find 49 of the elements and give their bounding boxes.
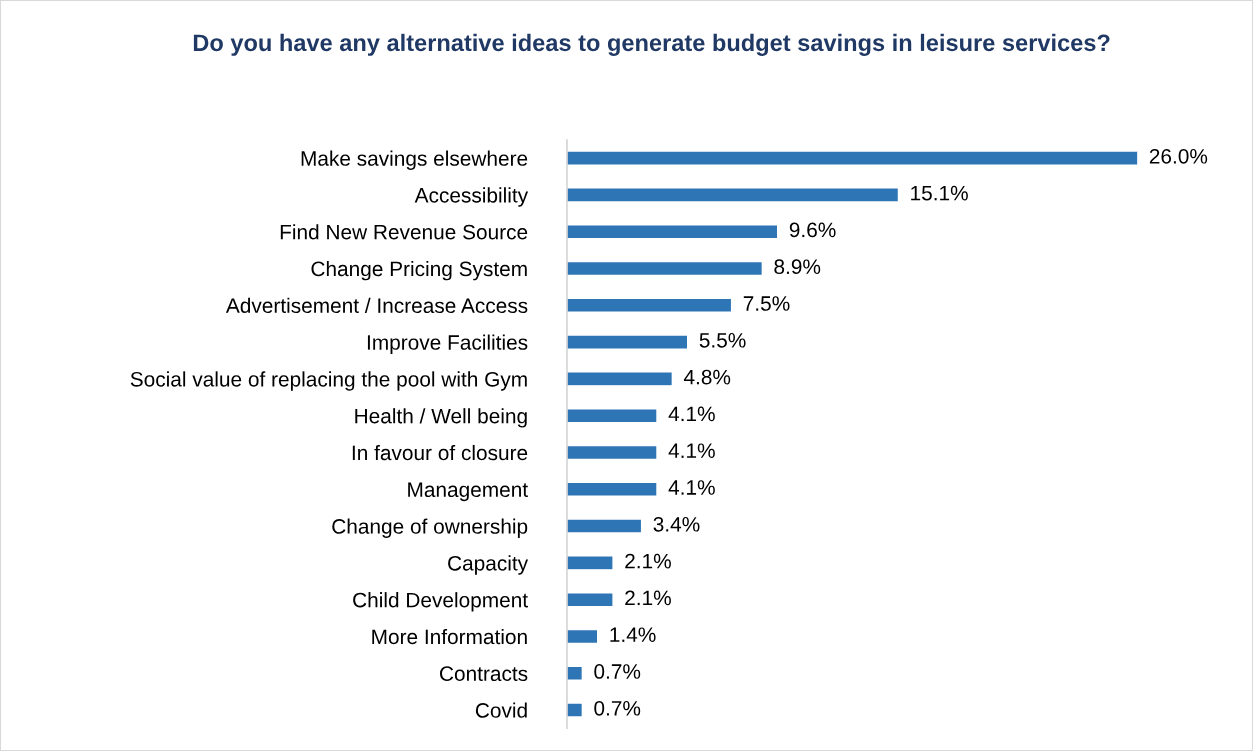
data-label: 7.5%: [743, 296, 790, 311]
y-tick-label: Improve Facilities: [367, 334, 528, 354]
y-tick-label: Covid: [475, 702, 527, 718]
data-label: 2.1%: [625, 590, 671, 606]
data-label: 0.7%: [594, 664, 641, 679]
data-label: 2.1%: [625, 553, 671, 569]
data-label: 8.9%: [774, 259, 821, 275]
bar: [566, 628, 599, 645]
data-label: 0.7%: [594, 700, 641, 716]
y-tick-label: Capacity: [448, 555, 529, 575]
chart-title: Do you have any alternative ideas to generate budget savings in leisure services?: [193, 33, 1110, 56]
y-tick-label: Accessibility: [414, 187, 529, 207]
y-tick-label: In favour of closure: [352, 444, 528, 461]
bar: [566, 297, 733, 313]
bar: [566, 223, 779, 240]
data-label: 9.6%: [789, 222, 836, 238]
bar: [566, 371, 674, 387]
y-tick-label: Health / Well being: [355, 408, 527, 428]
bar: [566, 665, 584, 681]
data-label: 5.5%: [699, 333, 746, 348]
y-tick-label: Social value of replacing the pool with Gym: [130, 371, 527, 391]
y-tick-label: Advertisement / Increase Access: [225, 297, 528, 314]
bar: [566, 555, 614, 571]
bar: [566, 702, 584, 718]
bar: [566, 150, 1138, 166]
bar: [566, 444, 658, 461]
data-label: 1.4%: [610, 627, 656, 642]
bar: [566, 407, 658, 424]
data-label: 4.1%: [668, 480, 715, 495]
y-tick-label: More Information: [372, 628, 527, 645]
y-tick-label: Change of ownership: [332, 518, 528, 538]
bar: [566, 591, 614, 608]
data-label: 4.1%: [668, 443, 715, 458]
bar: [566, 260, 764, 277]
bar: [566, 187, 900, 203]
y-tick-label: Contracts: [440, 666, 528, 682]
bar: [566, 518, 643, 534]
bar: [566, 334, 689, 350]
data-label: 4.1%: [668, 406, 715, 422]
data-label: 3.4%: [653, 516, 700, 532]
y-tick-label: Make savings elsewhere: [301, 150, 528, 170]
y-tick-label: Management: [408, 482, 528, 502]
y-tick-label: Child Development: [353, 592, 528, 612]
y-tick-label: Change Pricing System: [311, 260, 527, 281]
y-tick-label: Find New Revenue Source: [280, 224, 528, 240]
bar: [566, 481, 658, 497]
data-label: 26.0%: [1149, 148, 1208, 164]
data-label: 4.8%: [683, 369, 731, 385]
data-label: 15.1%: [911, 185, 968, 201]
